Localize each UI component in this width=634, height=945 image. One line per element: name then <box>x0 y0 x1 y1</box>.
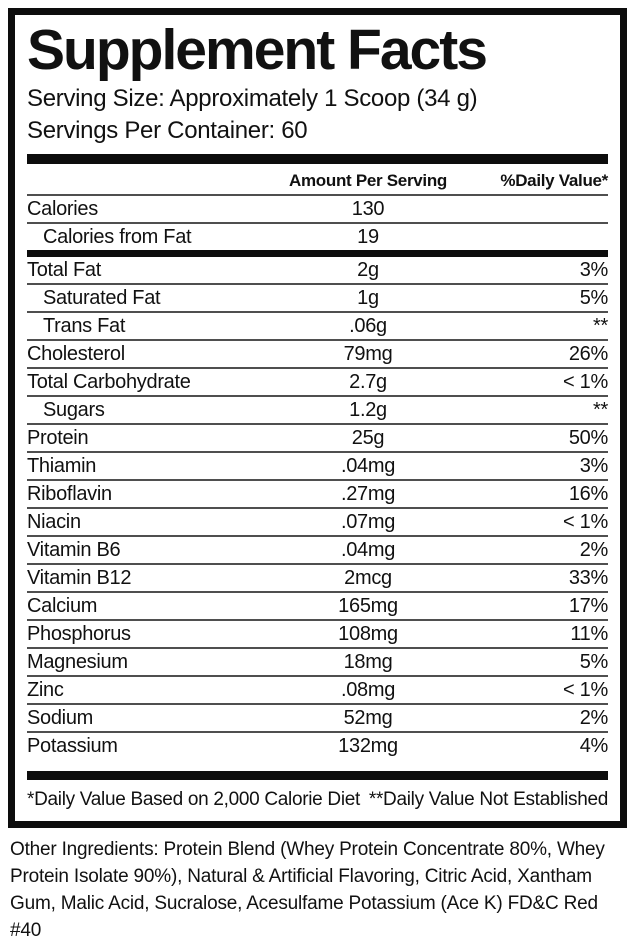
table-row: Calories from Fat 19 <box>27 224 608 250</box>
nutrient-amount: 108mg <box>338 622 398 645</box>
nutrient-amount: 79mg <box>343 342 393 365</box>
nutrient-amount: 52mg <box>343 706 393 729</box>
nutrient-daily-value: < 1% <box>563 678 608 701</box>
nutrient-daily-value: < 1% <box>563 370 608 393</box>
nutrient-amount: .04mg <box>340 454 396 477</box>
nutrient-daily-value: 3% <box>579 454 609 477</box>
nutrient-daily-value: 33% <box>568 566 608 589</box>
divider-bar-mid <box>27 249 608 257</box>
nutrient-name: Cholesterol <box>27 342 125 365</box>
servings-per-container-text: Servings Per Container: 60 <box>27 117 308 145</box>
table-row: Cholesterol 79mg 26% <box>27 341 608 369</box>
table-row: Niacin .07mg < 1% <box>27 509 608 537</box>
table-row: Magnesium 18mg 5% <box>27 649 608 677</box>
footnote-daily-value-basis: *Daily Value Based on 2,000 Calorie Diet <box>27 788 361 810</box>
table-row: Protein 25g 50% <box>27 425 608 453</box>
nutrient-name: Potassium <box>27 734 118 757</box>
nutrient-amount: .06g <box>349 314 387 337</box>
nutrient-amount: 19 <box>357 225 379 248</box>
table-row: Saturated Fat 1g 5% <box>27 285 608 313</box>
nutrient-amount: 25g <box>351 426 385 449</box>
nutrient-amount: 2mcg <box>344 566 392 589</box>
nutrient-daily-value: 4% <box>579 734 609 757</box>
nutrient-name: Saturated Fat <box>43 286 161 309</box>
nutrient-daily-value: 2% <box>579 706 609 729</box>
nutrient-name: Zinc <box>27 678 64 701</box>
table-row: Calcium 165mg 17% <box>27 593 608 621</box>
nutrient-name: Thiamin <box>27 454 97 477</box>
table-row: Zinc .08mg < 1% <box>27 677 608 705</box>
nutrient-name: Calories from Fat <box>43 225 192 248</box>
footnote-not-established: **Daily Value Not Established <box>368 788 608 810</box>
nutrient-name: Niacin <box>27 510 81 533</box>
nutrient-daily-value: 2% <box>579 538 609 561</box>
nutrient-name: Sugars <box>43 398 105 421</box>
other-ingredients-text: Other Ingredients: Protein Blend (Whey P… <box>10 838 605 941</box>
nutrient-amount: 18mg <box>343 650 393 673</box>
nutrient-daily-value: < 1% <box>563 510 608 533</box>
table-row: Total Fat 2g 3% <box>27 257 608 285</box>
nutrient-amount: .04mg <box>340 538 396 561</box>
table-row: Sugars 1.2g ** <box>27 397 608 425</box>
nutrient-name: Phosphorus <box>27 622 131 645</box>
panel-title: Supplement Facts <box>27 18 488 82</box>
serving-size-text: Serving Size: Approximately 1 Scoop (34 … <box>27 85 478 113</box>
nutrient-daily-value: 5% <box>579 650 609 673</box>
nutrient-amount: .07mg <box>340 510 396 533</box>
calorie-rows-group: Calories 130 Calories from Fat 19 <box>27 196 608 250</box>
nutrient-name: Riboflavin <box>27 482 112 505</box>
table-row: Calories 130 <box>27 196 608 224</box>
header-amount-per-serving: Amount Per Serving <box>288 170 448 190</box>
nutrient-amount: .27mg <box>340 482 396 505</box>
table-row: Vitamin B12 2mcg 33% <box>27 565 608 593</box>
divider-bar-top <box>27 153 608 164</box>
nutrient-name: Protein <box>27 426 89 449</box>
nutrient-amount: 2.7g <box>349 370 387 393</box>
nutrient-name: Vitamin B6 <box>27 538 121 561</box>
nutrient-amount: 132mg <box>338 734 398 757</box>
nutrient-daily-value: 5% <box>579 286 609 309</box>
nutrient-daily-value: 11% <box>570 622 608 645</box>
nutrient-rows-group: Total Fat 2g 3% Saturated Fat 1g 5% Tran… <box>27 257 608 759</box>
table-row: Vitamin B6 .04mg 2% <box>27 537 608 565</box>
table-row: Total Carbohydrate 2.7g < 1% <box>27 369 608 397</box>
table-row: Phosphorus 108mg 11% <box>27 621 608 649</box>
nutrient-amount: .08mg <box>340 678 396 701</box>
table-row: Thiamin .04mg 3% <box>27 453 608 481</box>
nutrient-amount: 1g <box>357 286 379 309</box>
table-row: Sodium 52mg 2% <box>27 705 608 733</box>
footnote-row: *Daily Value Based on 2,000 Calorie Diet… <box>27 780 608 821</box>
supplement-facts-panel: Supplement Facts Serving Size: Approxima… <box>8 8 627 828</box>
nutrient-amount: 130 <box>351 197 385 220</box>
divider-bar-bottom <box>27 770 608 780</box>
nutrient-daily-value: 16% <box>568 482 608 505</box>
header-daily-value: %Daily Value* <box>500 170 608 190</box>
supplement-label-page: Supplement Facts Serving Size: Approxima… <box>0 8 634 941</box>
nutrient-name: Total Fat <box>27 258 101 281</box>
nutrient-daily-value: 50% <box>568 426 608 449</box>
nutrient-amount: 1.2g <box>349 398 387 421</box>
nutrient-amount: 165mg <box>338 594 398 617</box>
nutrient-daily-value: ** <box>593 314 608 337</box>
nutrient-daily-value: 26% <box>568 342 608 365</box>
nutrient-name: Calories <box>27 197 98 220</box>
table-header-row: Amount Per Serving %Daily Value* <box>27 164 608 196</box>
nutrient-daily-value: 3% <box>579 258 609 281</box>
table-row: Potassium 132mg 4% <box>27 733 608 759</box>
nutrient-daily-value: 17% <box>568 594 608 617</box>
nutrient-daily-value: ** <box>593 398 608 421</box>
table-row: Trans Fat .06g ** <box>27 313 608 341</box>
nutrient-name: Trans Fat <box>43 314 126 337</box>
nutrient-name: Total Carbohydrate <box>27 370 191 393</box>
nutrient-name: Sodium <box>27 706 94 729</box>
nutrient-amount: 2g <box>357 258 379 281</box>
nutrient-name: Vitamin B12 <box>27 566 132 589</box>
nutrient-name: Calcium <box>27 594 98 617</box>
table-row: Riboflavin .27mg 16% <box>27 481 608 509</box>
nutrient-name: Magnesium <box>27 650 128 673</box>
